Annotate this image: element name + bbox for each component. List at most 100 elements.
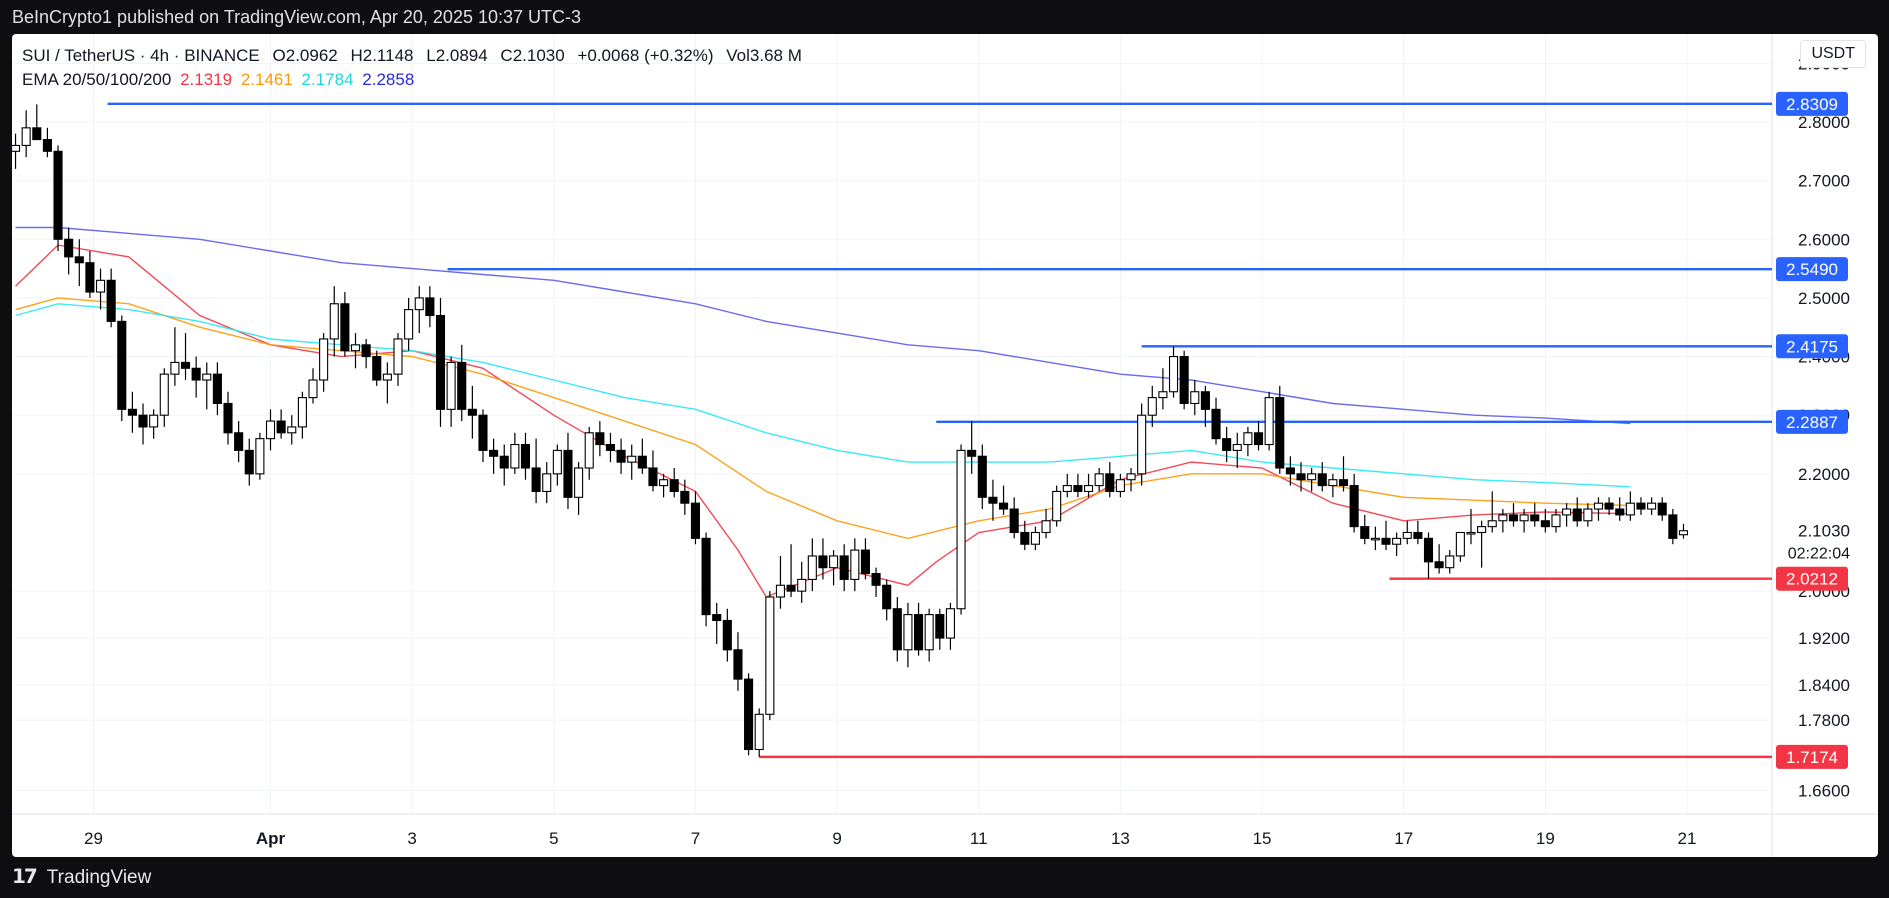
bear-candle — [223, 402, 233, 434]
bull-candle — [1519, 514, 1529, 522]
bear-candle — [733, 649, 743, 680]
bear-candle — [1253, 432, 1264, 446]
bear-candle — [818, 555, 828, 569]
bull-candle — [659, 479, 669, 487]
candles — [12, 104, 1689, 757]
change-value: +0.0068 (+0.32%) — [577, 46, 714, 65]
price-tick-label: 1.6600 — [1798, 782, 1850, 801]
bear-candle — [680, 490, 690, 504]
bull-candle — [1593, 502, 1604, 510]
bull-candle — [510, 443, 520, 469]
volume-value: 3.68 M — [749, 46, 802, 65]
ema50-line — [15, 297, 1631, 540]
bear-candle — [74, 256, 84, 264]
open-value: 2.0962 — [285, 46, 338, 65]
bear-candle — [520, 443, 531, 469]
bull-candle — [924, 614, 934, 651]
bear-candle — [1636, 502, 1646, 510]
bear-candle — [1275, 397, 1285, 469]
bear-candle — [1020, 531, 1030, 545]
bull-candle — [1147, 397, 1157, 416]
time-tick-label: Apr — [256, 829, 286, 848]
bull-candle — [1678, 530, 1689, 536]
bear-candle — [988, 496, 998, 504]
bull-candle — [170, 361, 180, 375]
time-tick-label: 19 — [1536, 829, 1555, 848]
bull-candle — [1158, 391, 1168, 399]
time-axis[interactable]: 29 Apr 3 5 7 9 11 13 15 17 19 21 — [84, 829, 1696, 848]
bull-candle — [1094, 473, 1104, 487]
bull-candle — [95, 279, 106, 293]
bull-candle — [1328, 479, 1338, 487]
bull-candle — [797, 578, 807, 592]
resistance-level-label: 2.4175 — [1786, 337, 1838, 356]
low-label: L — [426, 46, 436, 65]
bull-candle — [1551, 514, 1561, 528]
bull-candle — [1498, 514, 1508, 522]
resistance-level-tag — [1776, 257, 1848, 282]
bear-candle — [138, 414, 148, 428]
bull-candle — [1307, 473, 1317, 481]
bull-candle — [1137, 414, 1147, 475]
bear-candle — [191, 367, 201, 381]
bear-candle — [998, 502, 1009, 510]
currency-button[interactable]: USDT — [1800, 40, 1866, 68]
bear-candle — [489, 449, 499, 457]
bear-candle — [244, 449, 254, 475]
bull-candle — [1062, 485, 1072, 492]
bear-candle — [669, 479, 679, 492]
bear-candle — [860, 549, 870, 575]
bull-candle — [775, 584, 786, 598]
price-tick-label: 1.9200 — [1798, 629, 1850, 648]
chart-legend: SUI / TetherUS · 4h · BINANCE O2.0962 H2… — [22, 44, 802, 92]
symbol-label[interactable]: SUI / TetherUS · 4h · BINANCE — [22, 46, 260, 65]
ema-label[interactable]: EMA 20/50/100/200 — [22, 70, 172, 89]
ema100-value: 2.1784 — [301, 70, 354, 89]
bull-candle — [829, 555, 839, 569]
bear-candle — [467, 408, 477, 416]
ema50-value: 2.1461 — [240, 70, 293, 89]
bear-candle — [1657, 502, 1667, 516]
bull-candle — [574, 467, 584, 498]
bear-candle — [1434, 561, 1444, 569]
footer-brand: TradingView — [46, 867, 152, 888]
bear-candle — [425, 297, 435, 317]
bear-candle — [882, 584, 892, 610]
bear-candle — [1222, 438, 1232, 451]
bull-candle — [1052, 490, 1062, 522]
bear-candle — [605, 443, 616, 451]
bear-candle — [478, 414, 488, 451]
price-tick-label: 1.8400 — [1798, 676, 1850, 695]
bull-candle — [1402, 531, 1412, 539]
price-tick-label: 2.6000 — [1798, 230, 1850, 249]
bear-candle — [935, 614, 945, 639]
bull-candle — [255, 438, 265, 475]
time-tick-label: 9 — [832, 829, 841, 848]
ema200-line — [15, 226, 1631, 425]
bear-candle — [1413, 531, 1423, 539]
bull-candle — [21, 127, 31, 146]
bear-candle — [977, 455, 987, 498]
bear-candle — [1572, 508, 1582, 522]
bear-candle — [744, 678, 754, 751]
candlestick-chart[interactable]: 2.90002.80002.70002.60002.50002.40002.30… — [12, 34, 1878, 857]
bull-candle — [202, 373, 212, 381]
resistance-level-label: 2.5490 — [1786, 260, 1838, 279]
chart-panel[interactable]: SUI / TetherUS · 4h · BINANCE O2.0962 H2… — [12, 34, 1878, 857]
bull-candle — [1190, 391, 1200, 405]
bear-candle — [372, 356, 382, 381]
bull-candle — [1477, 526, 1487, 534]
bull-candle — [850, 549, 860, 580]
bull-candle — [552, 449, 562, 475]
bear-candle — [914, 614, 924, 651]
time-tick-label: 5 — [549, 829, 558, 848]
price-tick-label: 2.8000 — [1798, 113, 1850, 132]
bear-candle — [690, 502, 701, 539]
bear-candle — [722, 619, 732, 651]
bull-candle — [627, 455, 637, 463]
price-axis[interactable]: 2.90002.80002.70002.60002.50002.40002.30… — [1776, 54, 1850, 801]
bull-candle — [1264, 397, 1274, 446]
bear-candle — [871, 572, 881, 586]
bull-candle — [1625, 502, 1635, 516]
bear-candle — [712, 614, 722, 622]
